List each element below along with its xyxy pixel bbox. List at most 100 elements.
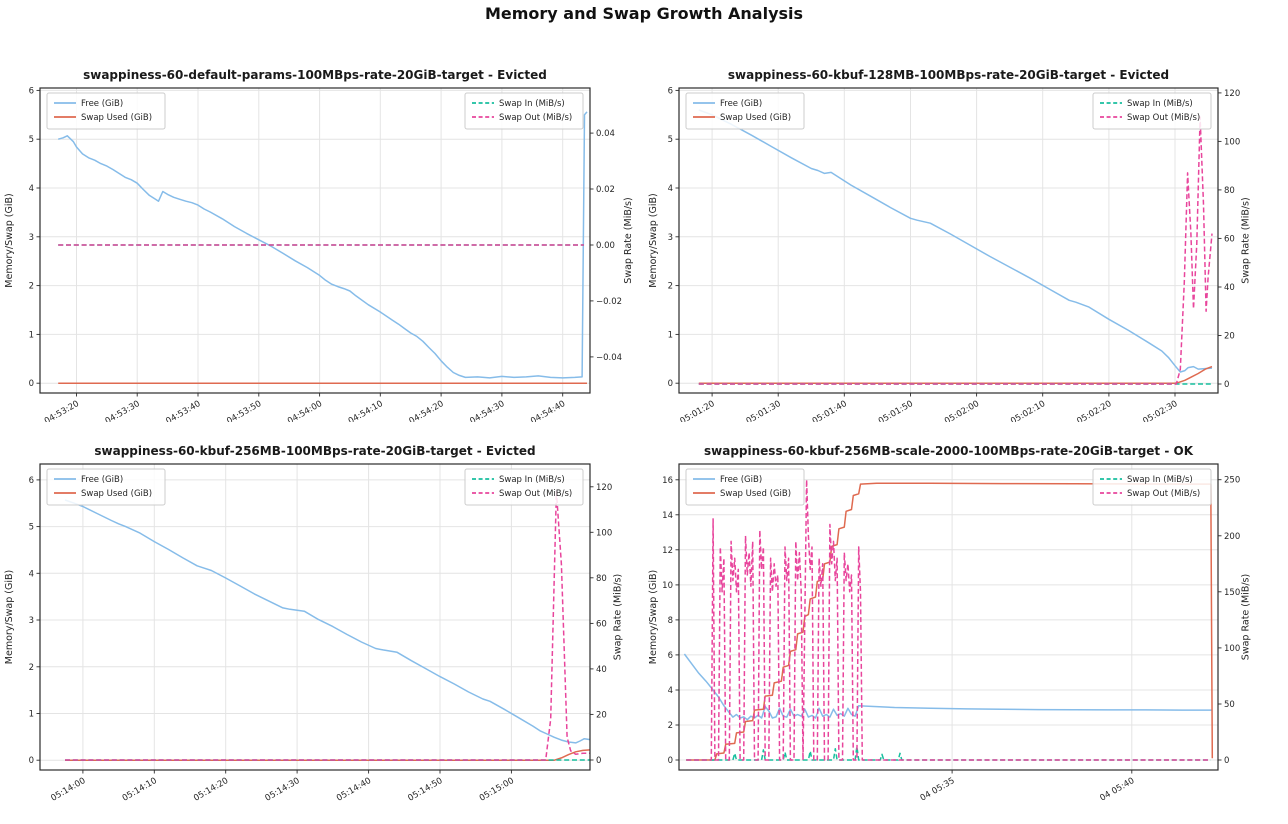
- y-tick-label-right: 200: [1224, 532, 1240, 542]
- y-tick-label-left: 5: [29, 523, 34, 533]
- series-free: [64, 499, 591, 744]
- legend-label-swap_used: Swap Used (GiB): [81, 113, 152, 123]
- axes-spines: [39, 463, 591, 771]
- legend-swap-rate: [1092, 92, 1212, 130]
- y-tick-label-right: 100: [596, 528, 612, 538]
- legend-label-swap_out: Swap Out (MiB/s): [499, 489, 572, 499]
- x-tick-label: 04:54:30: [468, 399, 506, 422]
- y-tick-label-right: 20: [596, 710, 607, 720]
- subplot-title: swappiness-60-kbuf-256MB-scale-2000-100M…: [704, 444, 1194, 458]
- y-tick-label-right: 50: [1224, 700, 1235, 710]
- y-tick-label-left: 4: [29, 569, 34, 579]
- y-tick-label-left: 6: [29, 476, 34, 486]
- legend-swap-rate: [464, 468, 584, 506]
- subplot-title: swappiness-60-default-params-100MBps-rat…: [83, 68, 547, 82]
- y-tick-label-right: −0.04: [596, 353, 622, 363]
- x-tick-label: 05:14:40: [335, 776, 373, 804]
- y-tick-label-left: 12: [662, 546, 673, 556]
- x-tick-label: 04:54:00: [286, 399, 324, 422]
- legend-memory: [46, 92, 166, 130]
- y-tick-label-left: 1: [668, 330, 673, 340]
- legend-label-swap_used: Swap Used (GiB): [720, 113, 791, 123]
- series-swap-out: [686, 478, 1211, 761]
- y-tick-label-right: 250: [1224, 476, 1240, 486]
- y-tick-label-left: 8: [668, 616, 673, 626]
- x-tick-label: 05:14:20: [192, 776, 230, 804]
- x-tick-label: 05:01:40: [811, 399, 849, 422]
- y-tick-label-right: 120: [1224, 89, 1240, 99]
- legend-label-free: Free (GiB): [81, 99, 123, 109]
- y-tick-label-left: 2: [668, 282, 673, 292]
- y-tick-label-left: 1: [29, 330, 34, 340]
- x-tick-label: 04:53:50: [225, 399, 263, 422]
- y-tick-label-right: 100: [1224, 644, 1240, 654]
- x-tick-label: 04:53:20: [43, 399, 81, 422]
- x-tick-label: 05:02:10: [1009, 399, 1047, 422]
- y-tick-label-right: 80: [1224, 186, 1235, 196]
- y-tick-label-left: 6: [668, 86, 673, 96]
- y-tick-label-right: 0.04: [596, 129, 615, 139]
- y-tick-label-right: −0.02: [596, 297, 622, 307]
- y-tick-label-left: 5: [668, 135, 673, 145]
- x-tick-label: 05:02:20: [1075, 399, 1113, 422]
- legend-label-swap_used: Swap Used (GiB): [720, 489, 791, 499]
- series-swap-used: [686, 482, 1214, 761]
- subplot-bottom-left: 05:14:00 05:14:10 05:14:20 05:14:30 05:14:40…: [0, 434, 644, 824]
- series-swap-used: [698, 365, 1213, 384]
- legend-label-free: Free (GiB): [720, 99, 762, 109]
- y-axis-label-left: Memory/Swap (GiB): [648, 570, 659, 664]
- x-tick-label: 04:53:40: [164, 399, 202, 422]
- y-tick-label-left: 0: [29, 379, 34, 389]
- x-tick-label: 05:02:00: [943, 399, 981, 422]
- x-tick-label: 05:14:00: [49, 776, 87, 804]
- x-tick-label: 04 05:40: [1098, 776, 1136, 804]
- y-tick-label-left: 2: [29, 282, 34, 292]
- y-tick-label-left: 1: [29, 710, 34, 720]
- legend-memory: [685, 468, 805, 506]
- subplot-canvas: 04:53:20 04:53:30 04:53:40 04:53:50 04:54:00…: [4, 68, 634, 422]
- subplot-title: swappiness-60-kbuf-256MB-100MBps-rate-20…: [94, 444, 535, 458]
- subplot-top-right: 05:01:20 05:01:30 05:01:40 05:01:50 05:02:00…: [644, 62, 1288, 422]
- subplot-title: swappiness-60-kbuf-128MB-100MBps-rate-20…: [728, 68, 1169, 82]
- y-tick-label-right: 120: [596, 483, 612, 493]
- y-tick-label-left: 0: [29, 756, 34, 766]
- y-tick-label-right: 0.02: [596, 185, 615, 195]
- y-tick-label-right: 60: [596, 619, 607, 629]
- legend-swap-rate: [1092, 468, 1212, 506]
- y-tick-label-left: 2: [668, 721, 673, 731]
- y-tick-label-right: 60: [1224, 234, 1235, 244]
- x-tick-label: 04:53:30: [104, 399, 142, 422]
- y-axis-label-right: Swap Rate (MiB/s): [1241, 197, 1252, 283]
- y-tick-label-right: 0: [1224, 756, 1229, 766]
- x-tick-label: 05:01:50: [877, 399, 915, 422]
- y-tick-label-left: 5: [29, 135, 34, 145]
- y-tick-label-left: 3: [29, 616, 34, 626]
- y-tick-label-right: 80: [596, 574, 607, 584]
- x-tick-label: 05:14:30: [264, 776, 302, 804]
- x-tick-label: 04:54:40: [529, 399, 567, 422]
- y-tick-label-left: 4: [668, 686, 673, 696]
- y-tick-label-right: 150: [1224, 588, 1240, 598]
- x-tick-label: 04 05:35: [919, 776, 957, 804]
- y-tick-label-left: 4: [29, 184, 34, 194]
- legend-label-swap_in: Swap In (MiB/s): [1127, 475, 1193, 485]
- x-tick-label: 05:14:50: [406, 776, 444, 804]
- legend-label-swap_in: Swap In (MiB/s): [1127, 99, 1193, 109]
- series-swap-out: [65, 490, 590, 761]
- y-tick-label-left: 6: [29, 86, 34, 96]
- subplot-canvas: 04 05:35 04 05:40 0 2 4 6 8 10 12 14 16 0 50 100 150 20…: [648, 444, 1252, 804]
- legend-label-swap_out: Swap Out (MiB/s): [1127, 113, 1200, 123]
- x-tick-label: 04:54:10: [347, 399, 385, 422]
- subplot-canvas: 05:01:20 05:01:30 05:01:40 05:01:50 05:02:00…: [648, 68, 1252, 422]
- y-tick-label-right: 20: [1224, 332, 1235, 342]
- y-tick-label-left: 14: [662, 511, 673, 521]
- y-axis-label-right: Swap Rate (MiB/s): [613, 574, 624, 660]
- legend-label-swap_out: Swap Out (MiB/s): [499, 113, 572, 123]
- x-tick-label: 05:02:30: [1141, 399, 1179, 422]
- figure-title: Memory and Swap Growth Analysis: [484, 4, 804, 23]
- legend-memory: [46, 468, 166, 506]
- y-tick-label-left: 0: [668, 379, 673, 389]
- y-axis-label-left: Memory/Swap (GiB): [4, 193, 15, 287]
- y-axis-label-left: Memory/Swap (GiB): [648, 193, 659, 287]
